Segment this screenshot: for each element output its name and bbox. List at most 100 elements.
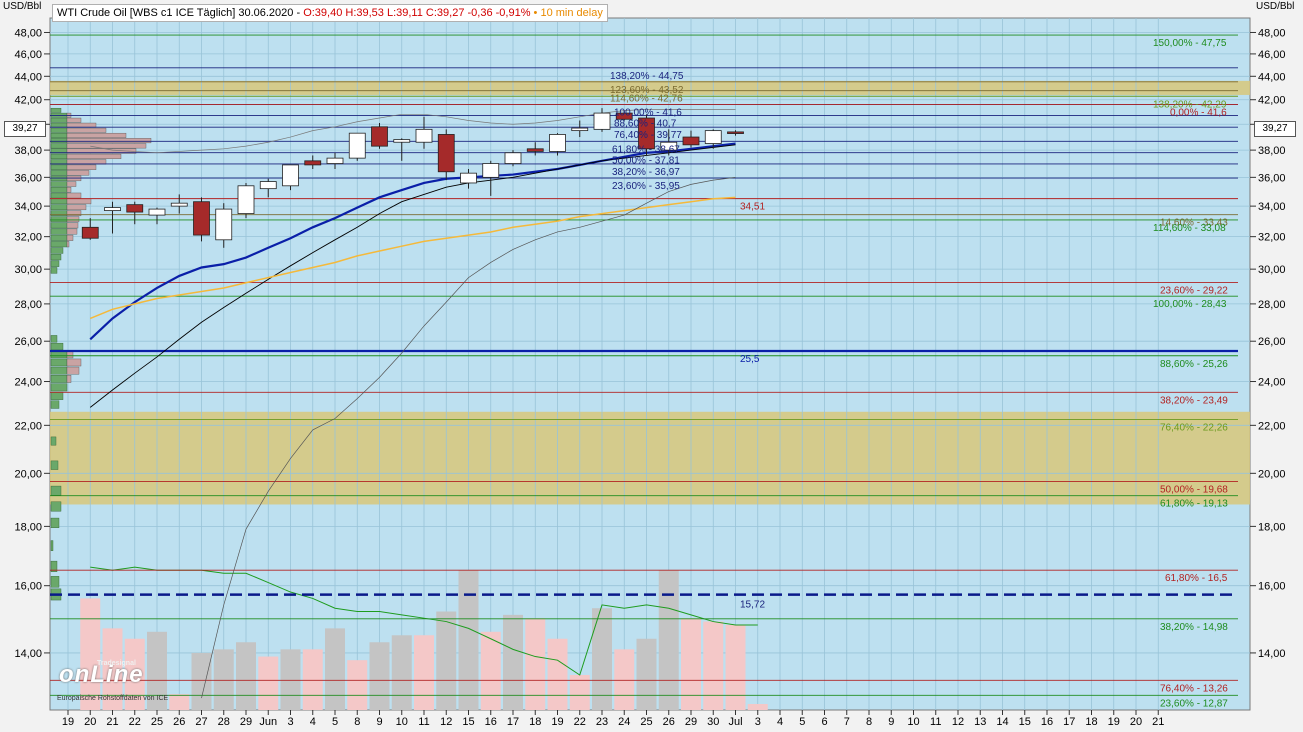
profile-bin-ext-22 (66, 228, 78, 235)
profile-bin-43 (50, 540, 54, 551)
candle-body-10 (304, 160, 322, 166)
candle-body-13 (371, 126, 388, 147)
profile-bin-ext-8 (66, 148, 137, 154)
x-tick-label-6: 27 (195, 716, 207, 728)
x-tick-label-35: 7 (844, 716, 850, 728)
volume-bar-9 (280, 649, 301, 710)
x-tick-label-14: 9 (376, 716, 382, 728)
x-tick-label-29: 30 (707, 716, 719, 728)
logo-text: onLine (59, 661, 144, 688)
x-tick-label-15: 10 (396, 716, 408, 728)
x-tick-label-38: 10 (907, 716, 919, 728)
profile-bin-23 (50, 234, 68, 241)
y-axis-unit-right: USD/Bbl (1256, 1, 1295, 12)
profile-bin-ext-18 (66, 204, 87, 211)
profile-bin-44 (50, 560, 58, 572)
profile-bin-ext-19 (66, 210, 82, 217)
candle-body-9 (282, 164, 299, 187)
profile-bin-16 (50, 192, 68, 199)
candle-body-20 (526, 148, 544, 152)
volume-bar-2 (124, 638, 145, 710)
candle-body-2 (126, 204, 144, 213)
x-tick-label-32: 4 (777, 716, 783, 728)
profile-bin-6 (50, 138, 68, 144)
volume-bar-0 (80, 598, 101, 710)
candle-body-17 (460, 172, 477, 184)
fib-label-1: 138,20% - 44,75 (610, 71, 684, 82)
x-tick-label-41: 13 (974, 716, 986, 728)
y-tick-label-right-9: 32,00 (1258, 232, 1286, 244)
profile-bin-22 (50, 228, 68, 235)
volume-bar-5 (191, 652, 212, 710)
profile-bin-18 (50, 204, 68, 211)
x-tick-label-10: 3 (287, 716, 293, 728)
profile-bin-ext-6 (66, 138, 152, 144)
x-tick-label-46: 18 (1085, 716, 1097, 728)
fib-label-18: 25,5 (740, 354, 760, 365)
candle-body-18 (482, 163, 500, 178)
support-dashed-label: 15,72 (740, 600, 765, 611)
line-labels-layer: 150,00% - 47,75 138,20% - 44,75 123,60% - … (610, 38, 1228, 709)
fib-label-17: 100,00% - 28,43 (1153, 299, 1227, 310)
y-tick-label-left-5: 24,00 (14, 377, 42, 389)
profile-bin-ext-17 (66, 198, 92, 205)
fib-label-0: 150,00% - 47,75 (1153, 38, 1227, 49)
fib-label-23: 61,80% - 19,13 (1160, 499, 1228, 510)
profile-bin-ext-34 (66, 375, 72, 383)
moving-average-1 (89, 144, 736, 408)
x-tick-label-45: 17 (1063, 716, 1075, 728)
instrument-name: WTI Crude Oil [WBS c1 ICE Täglich] 30.06… (57, 7, 301, 19)
last-price-tag-left: 39,27 (4, 121, 46, 137)
profile-bin-37 (50, 400, 60, 409)
volume-bar-7 (236, 642, 256, 710)
fib-label-13: 34,51 (740, 202, 765, 213)
candle-body-11 (326, 157, 344, 164)
candle-body-29 (727, 131, 744, 134)
volume-bar-21 (547, 638, 568, 710)
y-tick-label-right-11: 36,00 (1258, 172, 1286, 184)
delay-note: • 10 min delay (533, 7, 603, 19)
candle-body-1 (104, 207, 121, 211)
candle-body-21 (549, 134, 566, 152)
candle-body-22 (571, 127, 589, 132)
y-tick-label-right-1: 16,00 (1258, 581, 1286, 593)
y-tick-label-right-8: 30,00 (1258, 264, 1286, 276)
y-tick-label-left-16: 46,00 (14, 49, 42, 61)
volume-bar-24 (614, 649, 635, 710)
x-tick-label-21: 18 (529, 716, 541, 728)
x-tick-label-13: 8 (354, 716, 360, 728)
x-tick-label-30: Jul (728, 716, 742, 728)
profile-bin-4 (50, 127, 68, 133)
data-source-note: Europäische Rohstoffdaten von ICE (57, 695, 169, 702)
zone-0 (50, 80, 1250, 95)
volume-bar-20 (525, 618, 546, 710)
profile-bin-ext-20 (66, 216, 80, 223)
volume-bar-28 (703, 621, 724, 710)
profile-bin-ext-24 (66, 241, 70, 248)
x-tick-label-0: 19 (62, 716, 74, 728)
volume-profile-layer (50, 107, 152, 601)
x-tick-label-12: 5 (332, 716, 338, 728)
profile-bin-ext-9 (66, 153, 122, 160)
fib-label-7: 88,60% - 40,7 (614, 119, 677, 130)
y-tick-label-left-14: 42,00 (14, 95, 42, 107)
volume-bar-14 (391, 635, 412, 710)
fib-label-19: 88,60% - 25,26 (1160, 359, 1228, 370)
volume-bar-30 (747, 703, 768, 710)
volume-bar-6 (213, 649, 234, 710)
volume-bar-17 (458, 570, 479, 710)
profile-bin-34 (50, 375, 68, 383)
y-tick-label-left-1: 16,00 (14, 581, 42, 593)
y-tick-label-left-2: 18,00 (14, 521, 42, 533)
moving-average-0 (89, 142, 736, 341)
fib-label-9: 61,80% - 38,67 (612, 144, 680, 155)
x-tick-label-5: 26 (173, 716, 185, 728)
profile-bin-ext-16 (66, 192, 82, 199)
volume-bar-4 (169, 694, 190, 710)
moving-average-3 (201, 176, 736, 699)
x-tick-label-16: 11 (418, 716, 429, 728)
y-tick-label-right-3: 20,00 (1258, 468, 1286, 480)
profile-bin-30 (50, 342, 64, 351)
fib-label-10: 50,00% - 37,81 (612, 156, 680, 167)
